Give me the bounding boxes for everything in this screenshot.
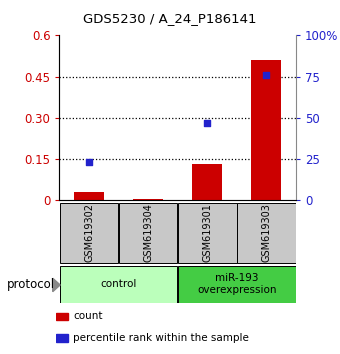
- Bar: [74, 192, 104, 200]
- Text: GSM619302: GSM619302: [84, 203, 94, 262]
- Bar: [192, 164, 222, 200]
- Text: percentile rank within the sample: percentile rank within the sample: [73, 333, 249, 343]
- Text: protocol: protocol: [7, 279, 55, 291]
- Bar: [119, 203, 177, 263]
- Bar: [56, 334, 68, 342]
- Text: control: control: [100, 279, 137, 289]
- Text: GDS5230 / A_24_P186141: GDS5230 / A_24_P186141: [83, 12, 257, 25]
- Bar: [178, 203, 237, 263]
- Bar: [56, 313, 68, 320]
- Text: GSM619304: GSM619304: [143, 203, 153, 262]
- Text: GSM619301: GSM619301: [202, 203, 212, 262]
- Bar: [60, 203, 118, 263]
- Polygon shape: [53, 278, 60, 292]
- Point: [204, 120, 210, 126]
- Text: miR-193
overexpression: miR-193 overexpression: [197, 273, 276, 295]
- Bar: [178, 266, 295, 303]
- Point: [86, 159, 92, 164]
- Bar: [133, 199, 163, 200]
- Bar: [60, 266, 177, 303]
- Text: GSM619303: GSM619303: [261, 203, 271, 262]
- Bar: [237, 203, 295, 263]
- Point: [264, 72, 269, 78]
- Text: count: count: [73, 312, 102, 321]
- Bar: [252, 60, 281, 200]
